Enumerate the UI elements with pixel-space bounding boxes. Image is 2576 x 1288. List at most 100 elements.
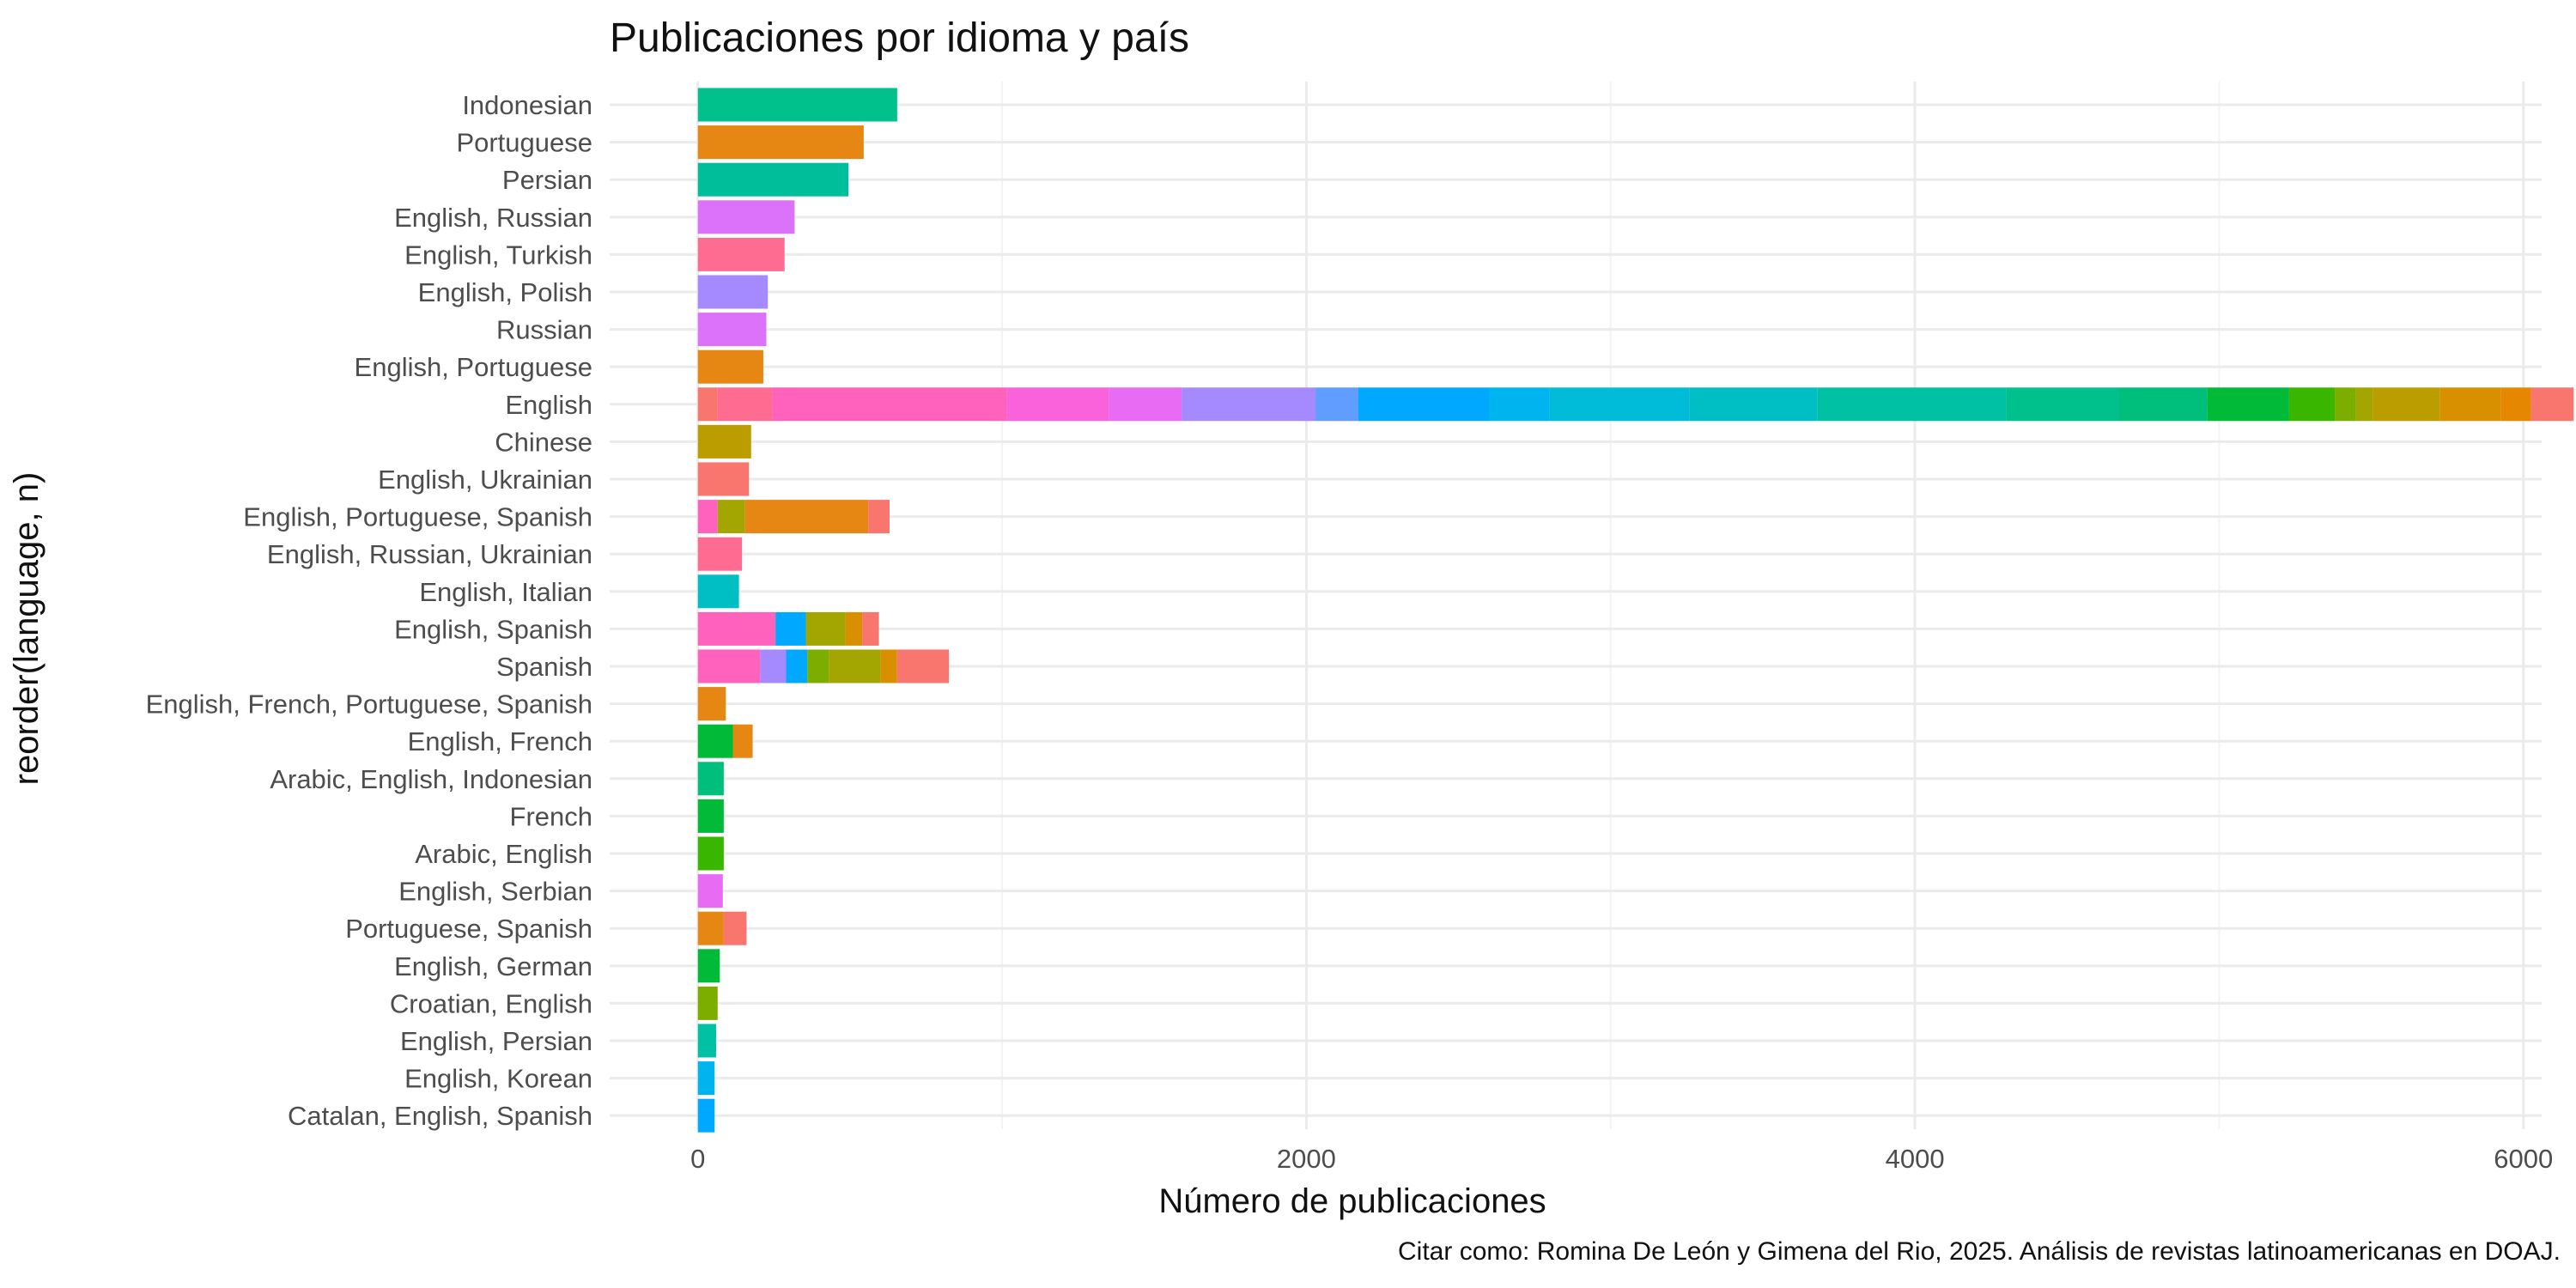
bar-group [697,836,724,871]
y-tick-label: English, Italian [419,577,592,607]
caption: Citar como: Romina De León y Gimena del … [1398,1237,2561,1266]
bar-segment [697,649,761,683]
y-tick-label: Portuguese [456,128,592,158]
bar-segment [1315,387,1358,422]
bar-segment [2372,387,2440,422]
y-tick-label: English [505,390,592,420]
chart-title: Publicaciones por idioma y país [610,15,1189,61]
bar-segment [2118,387,2208,422]
bar-group [697,986,718,1020]
bar-segment [697,349,763,384]
bar-segment [697,836,724,871]
bar-segment [1006,387,1109,422]
bar-segment [1549,387,1690,422]
y-tick-label: English, Korean [404,1064,592,1094]
bar-group [697,687,726,721]
y-tick-label: Arabic, English, Indonesian [270,764,592,794]
x-tick-label: 6000 [2494,1144,2553,1174]
bar-group [697,874,723,908]
y-tick-label: French [510,801,592,831]
bar-segment [697,275,769,309]
bar-segment [697,125,864,160]
bar-segment [1182,387,1316,422]
y-tick-label: Russian [496,315,592,345]
bar-segment [2335,387,2356,422]
bar-segment [1489,387,1550,422]
y-tick-label: English, Serbian [398,877,592,907]
bar-segment [697,1024,717,1058]
bar-segment [697,611,776,646]
y-tick-label: Portuguese, Spanish [345,914,592,944]
bar-segment [697,237,785,271]
y-tick-label: Arabic, English [415,839,592,869]
bar-segment [697,500,718,534]
bar-segment [807,649,829,683]
bar-segment [697,724,733,758]
bar-segment [805,611,846,646]
grid [610,82,2542,1129]
bar-group [697,1098,715,1133]
bar-segment [697,88,897,122]
y-tick-label: Croatian, English [390,988,592,1018]
bar-segment [2006,387,2119,422]
bar-group [697,275,769,309]
bar-group [697,200,795,234]
bar-segment [772,387,1007,422]
bar-group [697,387,2574,422]
bar-segment [697,162,849,197]
bar-segment [775,611,806,646]
bar-group [697,125,864,160]
bar-group [697,762,724,796]
bar-group [697,949,720,983]
bar-segment [2207,387,2289,422]
bar-segment [697,1061,715,1096]
bar-segment [697,874,723,908]
bar-segment [1689,387,1818,422]
bar-group [697,349,763,384]
bar-segment [2355,387,2373,422]
bar-segment [697,387,718,422]
y-tick-label: English, Portuguese [355,352,592,382]
x-tick-label: 4000 [1886,1144,1945,1174]
bar-group [697,537,743,571]
bar-segment [697,1098,715,1133]
bar-group [697,611,879,646]
bar-segment [760,649,787,683]
bar-segment [1109,387,1182,422]
bar-group [697,1024,717,1058]
bar-segment [1817,387,2007,422]
bar-segment [1358,387,1490,422]
bar-segment [2530,387,2574,422]
bar-group [697,88,897,122]
y-tick-label: English, French [408,726,592,756]
y-tick-label: English, French, Portuguese, Spanish [146,690,592,720]
x-tick-label: 2000 [1277,1144,1336,1174]
y-tick-label: English, Spanish [394,614,592,644]
y-tick-label: English, Russian, Ukrainian [267,539,592,569]
bar-group [697,313,767,347]
bar-segment [697,911,724,945]
y-tick-label: Spanish [496,652,592,682]
y-tick-label: English, German [394,951,592,981]
x-tick-label: 0 [690,1144,705,1174]
bar-group [697,1061,715,1096]
bar-segment [744,500,869,534]
y-tick-labels: Indonesian Portuguese Persian English, Russ… [146,90,592,1131]
bar-segment [786,649,808,683]
y-axis-title: reorder(language, n) [8,472,46,786]
bar-segment [2500,387,2531,422]
bar-segment [697,424,751,459]
y-tick-label: Indonesian [462,90,592,120]
bar-segment [880,649,897,683]
bars [697,88,2574,1133]
bar-group [697,424,751,459]
bar-group [697,237,785,271]
bar-segment [697,799,724,833]
bar-segment [723,911,747,945]
y-tick-label: English, Portuguese, Spanish [243,502,592,532]
bar-segment [697,574,739,609]
bar-group [697,799,724,833]
y-tick-label: English, Polish [418,277,592,307]
bar-segment [868,500,890,534]
